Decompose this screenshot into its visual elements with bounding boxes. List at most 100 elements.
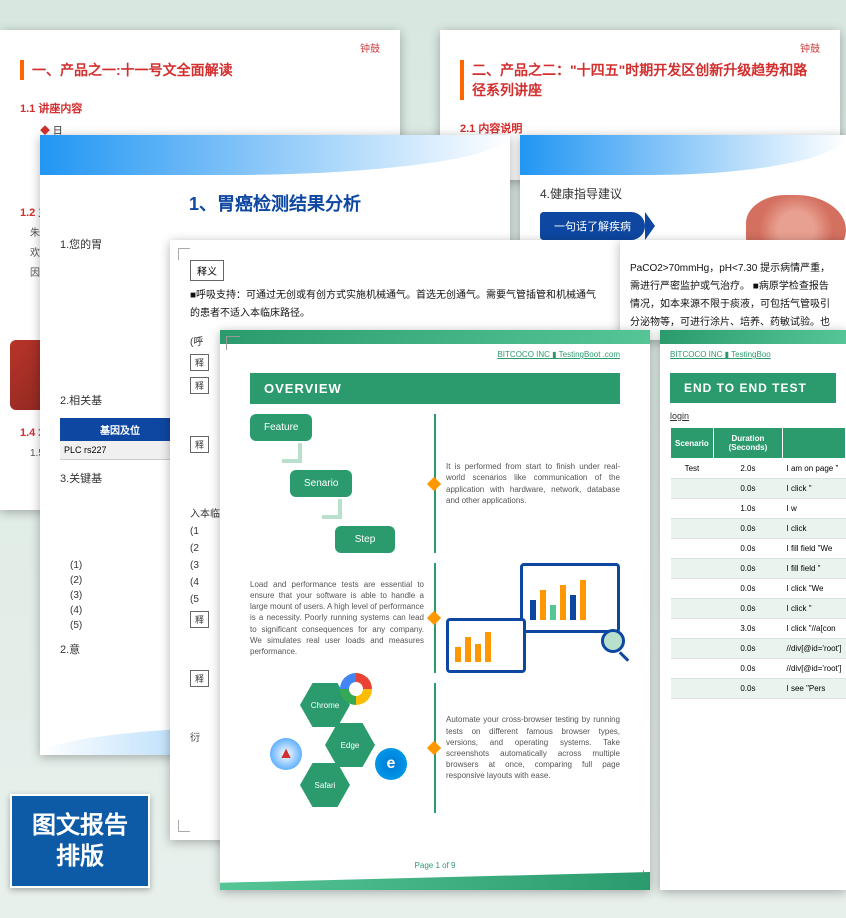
flow-scenario: Senario xyxy=(290,470,352,497)
table-cell: 0.0s xyxy=(713,479,782,499)
page3-title: 1、胃癌检测结果分析 xyxy=(40,190,510,216)
table-cell: 0.0s xyxy=(713,579,782,599)
doc-page-4: 4.健康指导建议 一句话了解疾病 xyxy=(520,135,846,255)
browser-hex-cluster: Chrome Edge Safari e ▲ xyxy=(250,683,424,813)
link[interactable]: BITCOCO INC xyxy=(497,350,549,359)
page-header-bar xyxy=(660,330,846,344)
table-row: 3.0sI click "//a[con xyxy=(671,619,846,639)
tag: 释 xyxy=(190,377,209,394)
table-cell: 0.0s xyxy=(713,519,782,539)
table-header: Scenario xyxy=(671,428,714,459)
table-cell xyxy=(671,519,714,539)
table-row: Test2.0sI am on page " xyxy=(671,459,846,479)
crop-mark-tl xyxy=(226,336,240,350)
divider-icon xyxy=(434,563,436,673)
table-cell xyxy=(671,539,714,559)
definition-label: 释义 xyxy=(190,260,224,281)
table-cell: I am on page " xyxy=(783,459,846,479)
table-cell: I fill field " xyxy=(783,559,846,579)
table-row: 0.0sI click " xyxy=(671,479,846,499)
row3-text: Automate your cross-browser testing by r… xyxy=(446,714,620,781)
page1-title: 一、产品之一:十一号文全面解读 xyxy=(20,60,380,80)
table-cell: I click "We xyxy=(783,579,846,599)
table-cell xyxy=(671,659,714,679)
flow-arrow-icon xyxy=(322,499,342,519)
overview-row-1: Feature Senario Step It is performed fro… xyxy=(250,414,620,553)
screen-icon xyxy=(446,618,526,673)
page2-title: 二、产品之二："十四五"时期开发区创新升级趋势和路径系列讲座 xyxy=(460,60,820,100)
table-cell: 0.0s xyxy=(713,679,782,699)
table-row: 0.0sI click xyxy=(671,519,846,539)
flow-arrow-icon xyxy=(282,443,302,463)
hex-safari: Safari xyxy=(300,763,350,807)
table-cell xyxy=(671,579,714,599)
table-cell: 0.0s xyxy=(713,659,782,679)
safari-icon: ▲ xyxy=(270,738,302,770)
flow-diagram: Feature Senario Step xyxy=(250,414,424,553)
table-cell: 0.0s xyxy=(713,599,782,619)
highlight-pill: 一句话了解疾病 xyxy=(540,212,645,240)
table-cell: //div[@id='root'] xyxy=(783,639,846,659)
logo-text: 钟鼓 xyxy=(800,40,820,55)
page-footer-bar xyxy=(220,872,650,890)
table-cell: 1.0s xyxy=(713,499,782,519)
table-cell: 0.0s xyxy=(713,559,782,579)
overview-row-3: Chrome Edge Safari e ▲ Automate your cro… xyxy=(250,683,620,813)
row2-text: Load and performance tests are essential… xyxy=(250,579,424,657)
doc-page-6: PaCO2>70mmHg，pH<7.30 提示病情严重，需进行严密监护或气治疗。… xyxy=(620,240,846,340)
table-row: 0.0sI click "We xyxy=(671,579,846,599)
table-row: PLC rs227 xyxy=(60,441,180,460)
tag: 释 xyxy=(190,436,209,453)
table-cell xyxy=(671,599,714,619)
table-row: 0.0sI fill field "We xyxy=(671,539,846,559)
logo-text: 钟鼓 xyxy=(360,40,380,55)
table-cell: 0.0s xyxy=(713,539,782,559)
table-row: 0.0s//div[@id='root'] xyxy=(671,659,846,679)
chrome-icon xyxy=(340,673,372,705)
login-label: login xyxy=(670,411,836,421)
page-header-bar xyxy=(220,330,650,344)
table-cell: I see "Pers xyxy=(783,679,846,699)
table-cell: I click " xyxy=(783,479,846,499)
table-cell xyxy=(671,639,714,659)
page-number: Page 1 of 9 xyxy=(220,861,650,870)
sec-1.1: 1.1 讲座内容 xyxy=(20,100,380,116)
edge-icon: e xyxy=(375,748,407,780)
page-header-wave xyxy=(40,135,510,175)
section-title: END TO END TEST xyxy=(670,373,836,403)
divider-icon xyxy=(434,414,436,553)
tag: 释 xyxy=(190,354,209,371)
table-row: 0.0sI see "Pers xyxy=(671,679,846,699)
table-cell xyxy=(671,679,714,699)
divider-icon xyxy=(434,683,436,813)
crop-mark-bl xyxy=(178,820,190,832)
table-cell: Test xyxy=(671,459,714,479)
table-cell: 2.0s xyxy=(713,459,782,479)
table-cell: I click xyxy=(783,519,846,539)
table-header xyxy=(783,428,846,459)
crop-mark-tl xyxy=(178,248,190,260)
link[interactable]: BITCOCO INC xyxy=(670,350,722,359)
table-header: Duration (Seconds) xyxy=(713,428,782,459)
gene-table: 基因及位 PLC rs227 xyxy=(60,418,180,460)
table-cell xyxy=(671,559,714,579)
table-row: 0.0sI click " xyxy=(671,599,846,619)
link[interactable]: TestingBoo xyxy=(731,350,771,359)
bottom-label: 图文报告排版 xyxy=(10,794,150,888)
flow-feature: Feature xyxy=(250,414,312,441)
table-cell: I w xyxy=(783,499,846,519)
tag: 释 xyxy=(190,670,209,687)
table-cell: 3.0s xyxy=(713,619,782,639)
link[interactable]: TestingBoot .com xyxy=(559,350,620,359)
section-title: OVERVIEW xyxy=(250,373,620,404)
e2e-table: ScenarioDuration (Seconds) Test2.0sI am … xyxy=(670,427,846,699)
table-header: 基因及位 xyxy=(60,418,180,441)
row1-text: It is performed from start to finish und… xyxy=(446,461,620,506)
table-cell: I click "//a[con xyxy=(783,619,846,639)
table-row: 1.0sI w xyxy=(671,499,846,519)
table-cell xyxy=(671,479,714,499)
table-cell xyxy=(671,499,714,519)
table-row: 0.0sI fill field " xyxy=(671,559,846,579)
overview-page: BITCOCO INC ▮ TestingBoot .com OVERVIEW … xyxy=(220,330,650,890)
table-cell: I click " xyxy=(783,599,846,619)
